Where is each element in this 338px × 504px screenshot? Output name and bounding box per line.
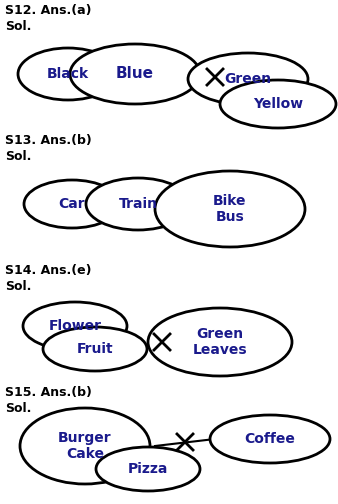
Text: Train: Train [119,197,158,211]
Ellipse shape [155,171,305,247]
Text: Burger
Cake: Burger Cake [58,431,112,461]
Ellipse shape [96,447,200,491]
Text: Green: Green [224,72,271,86]
Ellipse shape [70,44,200,104]
Ellipse shape [188,53,308,105]
Text: Flower: Flower [48,319,101,333]
Text: S12. Ans.(a)
Sol.: S12. Ans.(a) Sol. [5,4,92,33]
Ellipse shape [43,327,147,371]
Text: S13. Ans.(b)
Sol.: S13. Ans.(b) Sol. [5,134,92,163]
Text: Coffee: Coffee [245,432,295,446]
Text: Bike
Bus: Bike Bus [213,194,247,224]
Text: S14. Ans.(e)
Sol.: S14. Ans.(e) Sol. [5,264,92,293]
Ellipse shape [86,178,190,230]
Ellipse shape [20,408,150,484]
Text: Pizza: Pizza [128,462,168,476]
Ellipse shape [23,302,127,350]
Text: Fruit: Fruit [77,342,113,356]
Text: Blue: Blue [116,67,154,82]
Text: Car: Car [59,197,85,211]
Text: Green
Leaves: Green Leaves [193,327,247,357]
Text: S15. Ans.(b)
Sol.: S15. Ans.(b) Sol. [5,386,92,415]
Text: Black: Black [47,67,89,81]
Ellipse shape [148,308,292,376]
Text: Yellow: Yellow [253,97,303,111]
Ellipse shape [210,415,330,463]
Ellipse shape [220,80,336,128]
Ellipse shape [18,48,118,100]
Ellipse shape [24,180,120,228]
